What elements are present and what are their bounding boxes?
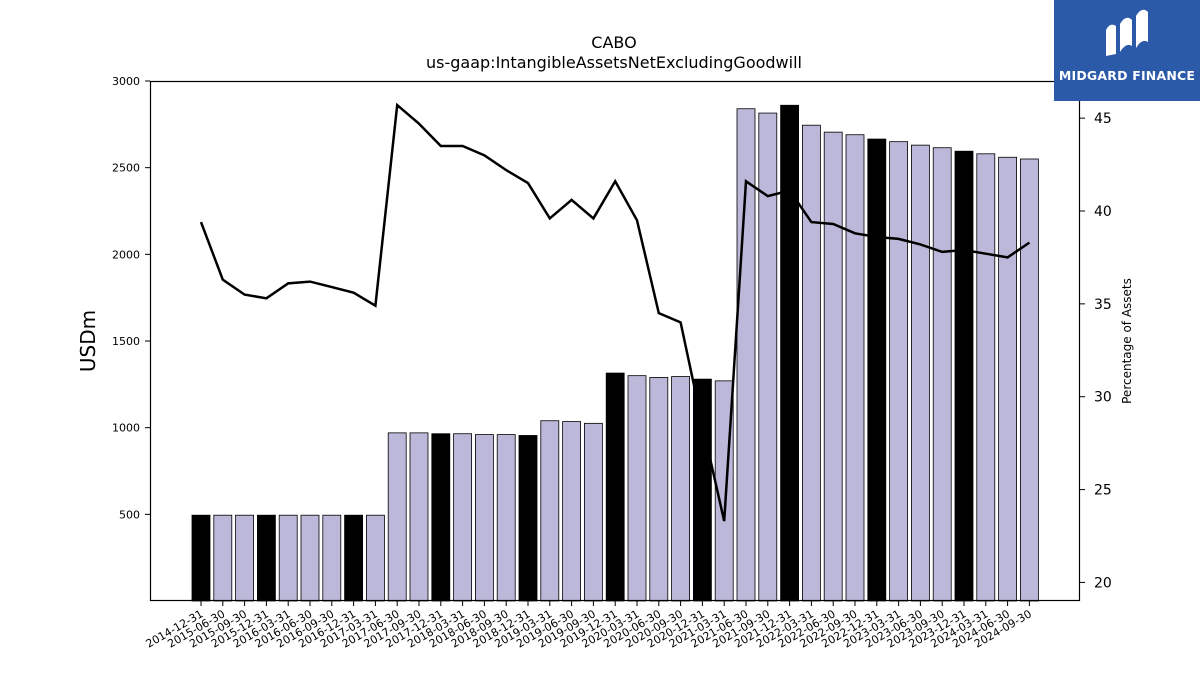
y-tick-label: 1000 — [112, 422, 140, 435]
bar-2024-09-30 — [1020, 158, 1039, 602]
bar-2022-03-31 — [802, 124, 821, 602]
bar-2024-06-30 — [998, 156, 1017, 602]
bar-2015-12-31 — [256, 514, 276, 602]
midgard-logo-icon — [1106, 9, 1148, 56]
y-tick-label: 3000 — [112, 75, 140, 88]
y2-tick-label: 30 — [1094, 390, 1112, 406]
bar-2022-12-31 — [867, 138, 887, 602]
bar-2017-06-30 — [387, 432, 407, 602]
bar-2021-09-30 — [758, 112, 778, 602]
bar-2017-09-30 — [409, 432, 429, 602]
bar-2020-06-30 — [649, 376, 669, 602]
bars — [191, 104, 1039, 602]
bar-2016-03-31 — [278, 514, 298, 602]
bar-2015-06-30 — [213, 514, 233, 602]
bar-2017-03-31 — [365, 514, 385, 602]
bar-2020-09-30 — [671, 376, 690, 602]
y2-tick-label: 25 — [1094, 483, 1112, 499]
bar-2018-06-30 — [474, 434, 494, 602]
bar-2019-12-31 — [605, 372, 625, 602]
logo-text: MIDGARD FINANCE — [1058, 68, 1196, 83]
y-axis-label: USDm — [76, 310, 100, 372]
bar-2023-12-31 — [954, 150, 974, 602]
y2-tick-label: 20 — [1094, 575, 1112, 591]
bar-2019-06-30 — [562, 421, 581, 602]
bar-2022-06-30 — [823, 131, 843, 602]
bar-2022-09-30 — [845, 134, 865, 602]
bar-2019-03-31 — [540, 420, 560, 602]
y2-tick-label: 45 — [1094, 111, 1112, 127]
bar-2020-12-31 — [693, 378, 712, 602]
bar-2021-12-31 — [780, 104, 799, 602]
chart-subtitle: us-gaap:IntangibleAssetsNetExcludingGood… — [426, 53, 802, 72]
bar-2018-12-31 — [518, 435, 538, 602]
bar-2024-03-31 — [976, 153, 996, 602]
bar-2023-03-31 — [889, 141, 908, 602]
bar-2015-09-30 — [235, 514, 255, 602]
x-axis: 2014-12-312015-06-302015-09-302015-12-31… — [144, 601, 1034, 651]
y-tick-label: 2000 — [112, 248, 140, 261]
bar-2023-06-30 — [911, 144, 930, 602]
percentage-line — [199, 102, 1031, 522]
bar-2023-09-30 — [932, 147, 952, 602]
y2-tick-label: 35 — [1094, 297, 1112, 313]
bar-2014-12-31 — [191, 514, 211, 602]
bar-2019-09-30 — [584, 422, 603, 602]
y-axis-left: 500 1000 1500 2000 2500 3000 — [112, 75, 150, 521]
bar-2017-12-31 — [431, 433, 451, 602]
y-tick-label: 500 — [119, 508, 140, 521]
bar-2016-06-30 — [300, 514, 320, 602]
y2-tick-label: 40 — [1094, 204, 1112, 220]
bar-2016-12-31 — [344, 514, 364, 602]
brand-logo: MIDGARD FINANCE — [1054, 0, 1200, 101]
y2-axis-label: Percentage of Assets — [1120, 278, 1134, 404]
y-tick-label: 2500 — [112, 162, 140, 175]
y-axis-right: 20 25 30 35 40 45 — [1080, 111, 1112, 591]
plot-frame — [149, 80, 1081, 602]
bar-2020-03-31 — [627, 375, 647, 602]
bar-2018-09-30 — [496, 434, 516, 602]
bar-2016-09-30 — [322, 514, 342, 602]
bar-2018-03-31 — [453, 433, 473, 602]
chart-title: CABO — [591, 33, 636, 52]
y-tick-label: 1500 — [112, 335, 140, 348]
